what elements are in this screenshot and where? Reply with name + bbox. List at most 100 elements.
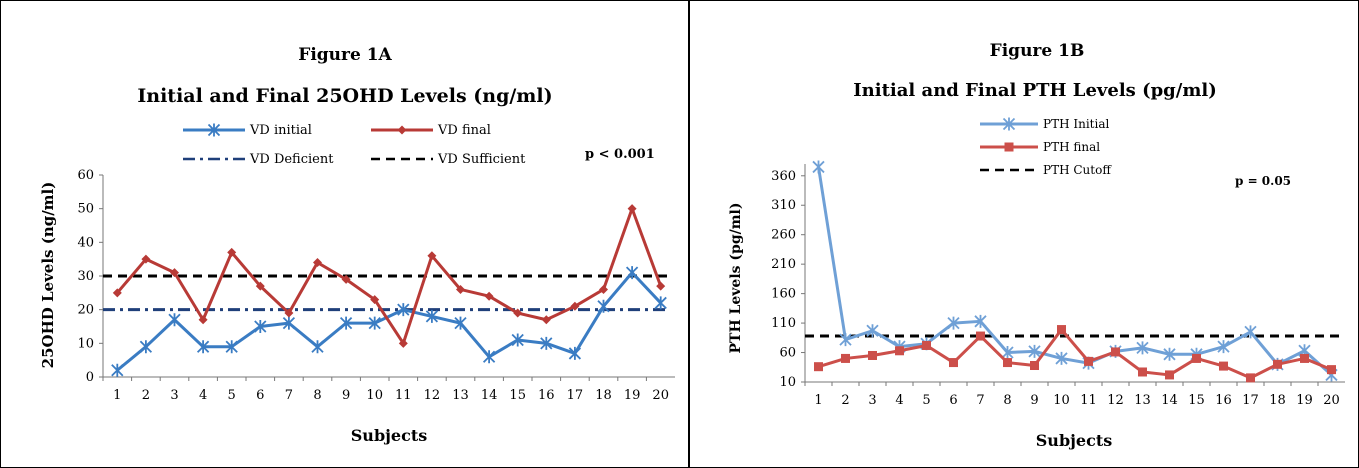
- data-point-pth-final: [976, 331, 985, 341]
- data-point-pth-initial: [947, 316, 960, 330]
- data-point-vd-final: [570, 301, 580, 311]
- x-tick-label: 9: [1030, 393, 1038, 408]
- x-tick-label: 3: [868, 393, 876, 408]
- data-point-pth-final: [1246, 373, 1255, 383]
- x-tick-label: 5: [228, 388, 236, 403]
- data-point-vd-initial: [339, 316, 353, 330]
- data-point-vd-final: [656, 281, 666, 291]
- x-tick-label: 13: [1134, 393, 1151, 408]
- y-tick-label: 210: [771, 257, 796, 272]
- legend-label: VD final: [437, 123, 491, 138]
- x-tick-label: 6: [256, 388, 264, 403]
- x-tick-label: 10: [366, 388, 383, 403]
- data-point-vd-final: [541, 315, 551, 325]
- series-line-vd-final: [116, 207, 663, 345]
- data-point-vd-initial: [311, 340, 324, 354]
- data-point-vd-initial: [654, 296, 667, 310]
- data-point-vd-initial: [111, 363, 124, 377]
- data-point-vd-initial: [196, 340, 210, 354]
- y-axis-label-a: 25OHD Levels (ng/ml): [39, 182, 57, 369]
- data-point-pth-initial: [1028, 344, 1041, 358]
- data-point-pth-final: [1111, 347, 1120, 357]
- data-point-pth-final: [841, 353, 850, 363]
- data-point-pth-initial: [1217, 340, 1230, 354]
- x-tick-label: 7: [976, 393, 984, 408]
- x-tick-label: 19: [1296, 393, 1313, 408]
- x-tick-label: 5: [922, 393, 930, 408]
- y-tick-label: 160: [771, 287, 796, 302]
- x-tick-label: 20: [652, 388, 669, 403]
- data-point-vd-initial: [454, 316, 467, 330]
- x-tick-label: 17: [1242, 393, 1259, 408]
- data-point-pth-initial: [866, 324, 879, 338]
- x-tick-label: 8: [313, 388, 321, 403]
- x-tick-label: 14: [1161, 393, 1178, 408]
- data-point-pth-final: [1192, 353, 1201, 363]
- x-tick-label: 2: [142, 388, 150, 403]
- data-point-pth-final: [1219, 361, 1228, 371]
- x-tick-label: 4: [199, 388, 207, 403]
- data-point-vd-initial: [511, 333, 524, 347]
- y-tick-label: 10: [779, 375, 796, 390]
- legend-marker: [207, 123, 221, 137]
- x-tick-label: 14: [481, 388, 498, 403]
- data-point-vd-initial: [425, 309, 439, 323]
- data-point-vd-final: [341, 274, 351, 284]
- data-point-vd-initial: [397, 303, 410, 317]
- y-tick-label: 110: [771, 316, 796, 331]
- data-point-vd-final: [255, 281, 265, 291]
- y-tick-label: 60: [77, 168, 94, 183]
- data-point-vd-final: [112, 288, 122, 298]
- x-tick-label: 6: [949, 393, 957, 408]
- data-point-vd-initial: [168, 313, 181, 327]
- x-tick-label: 19: [624, 388, 641, 403]
- data-point-vd-final: [227, 247, 237, 257]
- chart-figure-1b: Figure 1B Initial and Final PTH Levels (…: [728, 41, 1345, 450]
- data-point-pth-final: [1165, 370, 1174, 380]
- data-point-vd-initial: [482, 350, 496, 364]
- data-point-vd-initial: [254, 320, 267, 333]
- data-point-vd-final: [427, 251, 437, 261]
- data-point-pth-final: [1327, 365, 1336, 375]
- data-point-vd-initial: [225, 340, 238, 354]
- legend-marker: [397, 125, 407, 135]
- y-tick-label: 260: [771, 228, 796, 243]
- y-tick-label: 310: [771, 198, 796, 213]
- data-point-vd-final: [484, 291, 494, 301]
- y-tick-label: 360: [771, 169, 796, 184]
- x-tick-label: 18: [595, 388, 612, 403]
- x-tick-label: 12: [424, 388, 441, 403]
- data-point-vd-initial: [597, 299, 610, 313]
- data-point-pth-final: [814, 362, 823, 372]
- data-point-pth-final: [922, 340, 931, 350]
- data-point-vd-final: [141, 254, 151, 264]
- p-value-b: p = 0.05: [1235, 174, 1291, 188]
- y-tick-label: 20: [77, 303, 94, 318]
- x-tick-label: 12: [1107, 393, 1124, 408]
- x-axis-label-a: Subjects: [351, 426, 427, 445]
- y-tick-label: 40: [77, 235, 94, 250]
- x-tick-label: 16: [538, 388, 555, 403]
- x-tick-label: 20: [1323, 393, 1340, 408]
- x-tick-label: 11: [395, 388, 412, 403]
- x-tick-label: 2: [841, 393, 849, 408]
- x-tick-label: 15: [509, 388, 526, 403]
- legend-marker: [1004, 142, 1014, 152]
- data-point-vd-final: [456, 284, 465, 294]
- data-point-pth-initial: [839, 333, 852, 347]
- data-point-vd-final: [599, 284, 608, 294]
- x-tick-label: 10: [1053, 393, 1070, 408]
- legend-label: PTH Cutoff: [1043, 163, 1112, 177]
- x-tick-label: 13: [452, 388, 469, 403]
- data-point-pth-final: [1138, 367, 1147, 377]
- legend-label: PTH Initial: [1043, 117, 1109, 131]
- legend-label: VD initial: [249, 123, 312, 138]
- data-point-vd-final: [398, 338, 408, 348]
- x-tick-label: 1: [814, 393, 822, 408]
- figure-label-a: Figure 1A: [298, 45, 392, 65]
- data-point-pth-final: [1003, 358, 1012, 368]
- x-tick-label: 3: [170, 388, 178, 403]
- series-line-pth-initial: [817, 166, 1333, 377]
- x-axis-label-b: Subjects: [1036, 431, 1112, 450]
